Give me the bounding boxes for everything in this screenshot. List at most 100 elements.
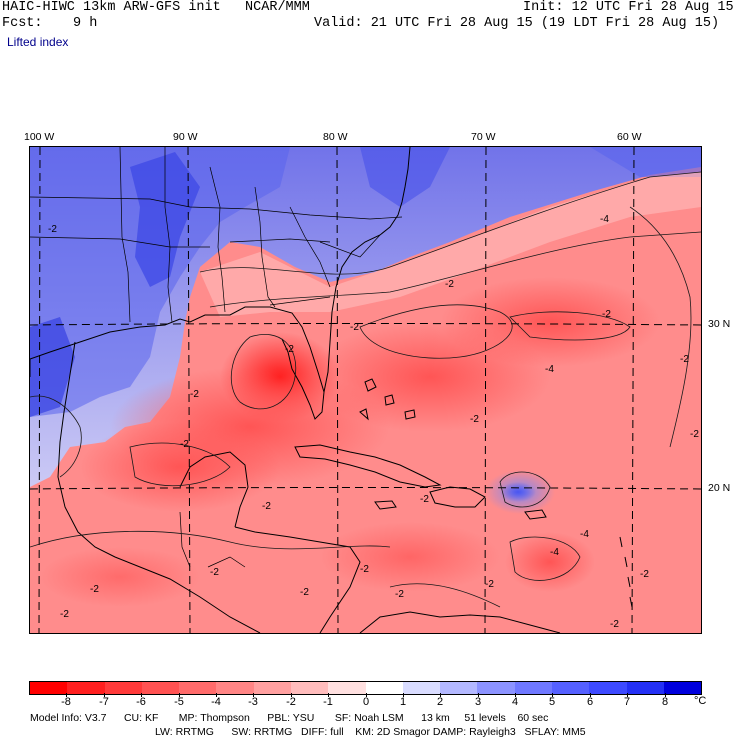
lat-label-20n: 20 N bbox=[708, 482, 731, 494]
field-blue-core bbox=[500, 482, 536, 502]
colorbar-tick-label: -4 bbox=[211, 696, 221, 708]
contour-label: -2 bbox=[420, 494, 429, 505]
colorbar-tick-mark bbox=[179, 693, 180, 697]
field-stable-atlantic-ne bbox=[590, 147, 701, 177]
field-band-east-carib bbox=[505, 532, 595, 592]
colorbar-tick-label: -1 bbox=[323, 696, 333, 708]
lon-label-100w: 100 W bbox=[24, 131, 55, 143]
colorbar-tick-label: -3 bbox=[248, 696, 258, 708]
colorbar-tick-mark bbox=[403, 693, 404, 697]
contour-label: -4 bbox=[550, 547, 559, 558]
contour-label: -2 bbox=[48, 224, 57, 235]
contour-label: -2 bbox=[610, 619, 619, 630]
colorbar-tick-label: -5 bbox=[174, 696, 184, 708]
contour-label: -2 bbox=[190, 389, 199, 400]
field-stable-core bbox=[130, 152, 200, 287]
colorbar-tick-mark bbox=[552, 693, 553, 697]
colorbar-swatch bbox=[179, 682, 217, 694]
colorbar-tick-label: 7 bbox=[623, 696, 631, 708]
colorbar-tick-label: 6 bbox=[586, 696, 594, 708]
colorbar-swatch bbox=[402, 682, 441, 694]
latlon-grid bbox=[30, 147, 701, 633]
colorbar-tick-label: -8 bbox=[61, 696, 71, 708]
colorbar-tick-mark bbox=[66, 693, 67, 697]
contour-label: -4 bbox=[600, 214, 609, 225]
colorbar bbox=[29, 681, 702, 695]
colorbar-unit: °C bbox=[694, 695, 707, 707]
field-stable-texas bbox=[30, 317, 75, 417]
contour-label: -2 bbox=[285, 344, 294, 355]
colorbar-swatch bbox=[551, 682, 590, 694]
contour-label: -2 bbox=[690, 429, 699, 440]
colorbar-tick-label: 2 bbox=[436, 696, 444, 708]
contour-label: -2 bbox=[602, 309, 611, 320]
colorbar-tick-mark bbox=[627, 693, 628, 697]
colorbar-tick-mark bbox=[328, 693, 329, 697]
lifted-index-map: -2 -4 -2 -2 -2 -4 -2 -2 -2 -2 -2 -2 -2 -… bbox=[29, 146, 702, 634]
political-borders bbox=[30, 147, 403, 568]
field-transition bbox=[200, 172, 701, 317]
lon-label-80w: 80 W bbox=[323, 131, 348, 143]
colorbar-swatch bbox=[440, 682, 478, 694]
contour-label: -2 bbox=[395, 589, 404, 600]
colorbar-swatch bbox=[67, 682, 105, 694]
colorbar-swatch bbox=[104, 682, 142, 694]
colorbar-swatch bbox=[30, 682, 68, 694]
contour-label: -2 bbox=[300, 587, 309, 598]
colorbar-tick-label: -7 bbox=[99, 696, 109, 708]
field-band-caribbean bbox=[320, 522, 500, 592]
model-info-line1: Model Info: V3.7 CU: KF MP: Thompson PBL… bbox=[30, 712, 549, 724]
contour-label: -4 bbox=[580, 529, 589, 540]
lon-label-90w: 90 W bbox=[173, 131, 198, 143]
lon-label-60w: 60 W bbox=[617, 131, 642, 143]
contour-label: -2 bbox=[60, 609, 69, 620]
contour-label: -2 bbox=[445, 279, 454, 290]
colorbar-tick-mark bbox=[253, 693, 254, 697]
colorbar-tick-label: 8 bbox=[661, 696, 669, 708]
colorbar-tick-mark bbox=[366, 693, 367, 697]
colorbar-tick-mark bbox=[104, 693, 105, 697]
colorbar-tick-mark bbox=[590, 693, 591, 697]
field-band-atlantic bbox=[440, 277, 660, 367]
init-time: Init: 12 UTC Fri 28 Aug 15 bbox=[523, 0, 734, 15]
contours bbox=[30, 171, 701, 608]
lat-label-30n: 30 N bbox=[708, 318, 731, 330]
contour-label: -2 bbox=[262, 501, 271, 512]
colorbar-tick-mark bbox=[291, 693, 292, 697]
colorbar-tick-mark bbox=[141, 693, 142, 697]
colorbar-tick-mark bbox=[440, 693, 441, 697]
colorbar-tick-label: 1 bbox=[399, 696, 407, 708]
model-info-line2: LW: RRTMG SW: RRTMG DIFF: full KM: 2D Sm… bbox=[155, 726, 586, 738]
contour-label-group: -2 -4 -2 -2 -2 -4 -2 -2 -2 -2 -2 -2 -2 -… bbox=[48, 214, 699, 630]
contour-label: -2 bbox=[485, 579, 494, 590]
contour-label: -2 bbox=[350, 322, 359, 333]
contour-label: -2 bbox=[680, 354, 689, 365]
colorbar-swatch bbox=[663, 682, 702, 694]
field-band-pacific bbox=[40, 547, 200, 607]
colorbar-tick-label: 3 bbox=[474, 696, 482, 708]
forecast-hour: 9 h bbox=[73, 16, 98, 31]
contour-label: -2 bbox=[360, 564, 369, 575]
contour-label: -2 bbox=[210, 567, 219, 578]
colorbar-tick-mark bbox=[478, 693, 479, 697]
header-title: HAIC-HIWC 13km ARW-GFS init NCAR/MMM bbox=[2, 0, 310, 15]
field-name: Lifted index bbox=[7, 35, 69, 49]
colorbar-swatch bbox=[477, 682, 515, 694]
colorbar-tick-mark bbox=[665, 693, 666, 697]
colorbar-tick-label: 0 bbox=[362, 696, 370, 708]
field-band-yucatan bbox=[80, 422, 280, 512]
colorbar-swatch bbox=[290, 682, 329, 694]
colorbar-swatch bbox=[216, 682, 254, 694]
colorbar-swatch bbox=[365, 682, 403, 694]
valid-time: Valid: 21 UTC Fri 28 Aug 15 (19 LDT Fri … bbox=[314, 16, 720, 31]
contour-label: -4 bbox=[545, 364, 554, 375]
contour-label: -2 bbox=[470, 414, 479, 425]
colorbar-tick-mark bbox=[216, 693, 217, 697]
colorbar-tick-label: 4 bbox=[511, 696, 519, 708]
colorbar-swatch bbox=[253, 682, 291, 694]
colorbar-swatch bbox=[589, 682, 627, 694]
contour-label: -2 bbox=[640, 569, 649, 580]
colorbar-swatch bbox=[626, 682, 664, 694]
colorbar-tick-label: -6 bbox=[136, 696, 146, 708]
map-canvas: -2 -4 -2 -2 -2 -4 -2 -2 -2 -2 -2 -2 -2 -… bbox=[30, 147, 701, 633]
